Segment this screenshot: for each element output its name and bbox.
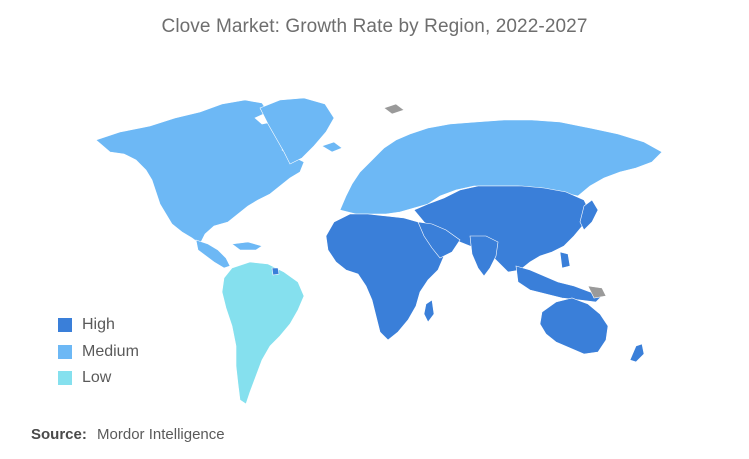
region-iceland — [321, 141, 343, 153]
region-madagascar — [423, 299, 435, 323]
legend: High Medium Low — [58, 312, 139, 392]
legend-swatch-low — [58, 371, 72, 386]
legend-item-high: High — [58, 312, 139, 339]
region-india — [469, 235, 499, 277]
region-japan — [579, 199, 599, 231]
region-french-guiana — [271, 267, 280, 276]
chart-title: Clove Market: Growth Rate by Region, 202… — [161, 16, 588, 37]
region-south-america — [221, 261, 305, 405]
source-note: Source: Mordor Intelligence — [31, 426, 225, 443]
region-africa — [325, 213, 445, 341]
region-philippines — [559, 251, 571, 269]
region-new-zealand — [629, 343, 645, 363]
region-caribbean — [231, 241, 263, 251]
legend-swatch-high — [58, 318, 72, 333]
region-europe-russia — [339, 119, 663, 215]
legend-label-high: High — [82, 316, 115, 334]
region-middle-east — [417, 221, 461, 259]
legend-item-low: Low — [58, 365, 139, 392]
region-asia — [413, 185, 591, 273]
region-greenland — [259, 97, 335, 165]
region-papua-new-guinea — [587, 285, 607, 299]
legend-swatch-medium — [58, 344, 72, 359]
source-value: Mordor Intelligence — [97, 426, 225, 443]
region-southeast-asia — [515, 265, 603, 303]
legend-label-low: Low — [82, 369, 112, 387]
region-central-america — [195, 239, 231, 269]
region-svalbard — [383, 103, 405, 115]
region-australia — [539, 297, 609, 355]
legend-label-medium: Medium — [82, 342, 139, 360]
source-label: Source: — [31, 426, 87, 443]
legend-item-medium: Medium — [58, 339, 139, 366]
region-north-america — [95, 99, 305, 245]
